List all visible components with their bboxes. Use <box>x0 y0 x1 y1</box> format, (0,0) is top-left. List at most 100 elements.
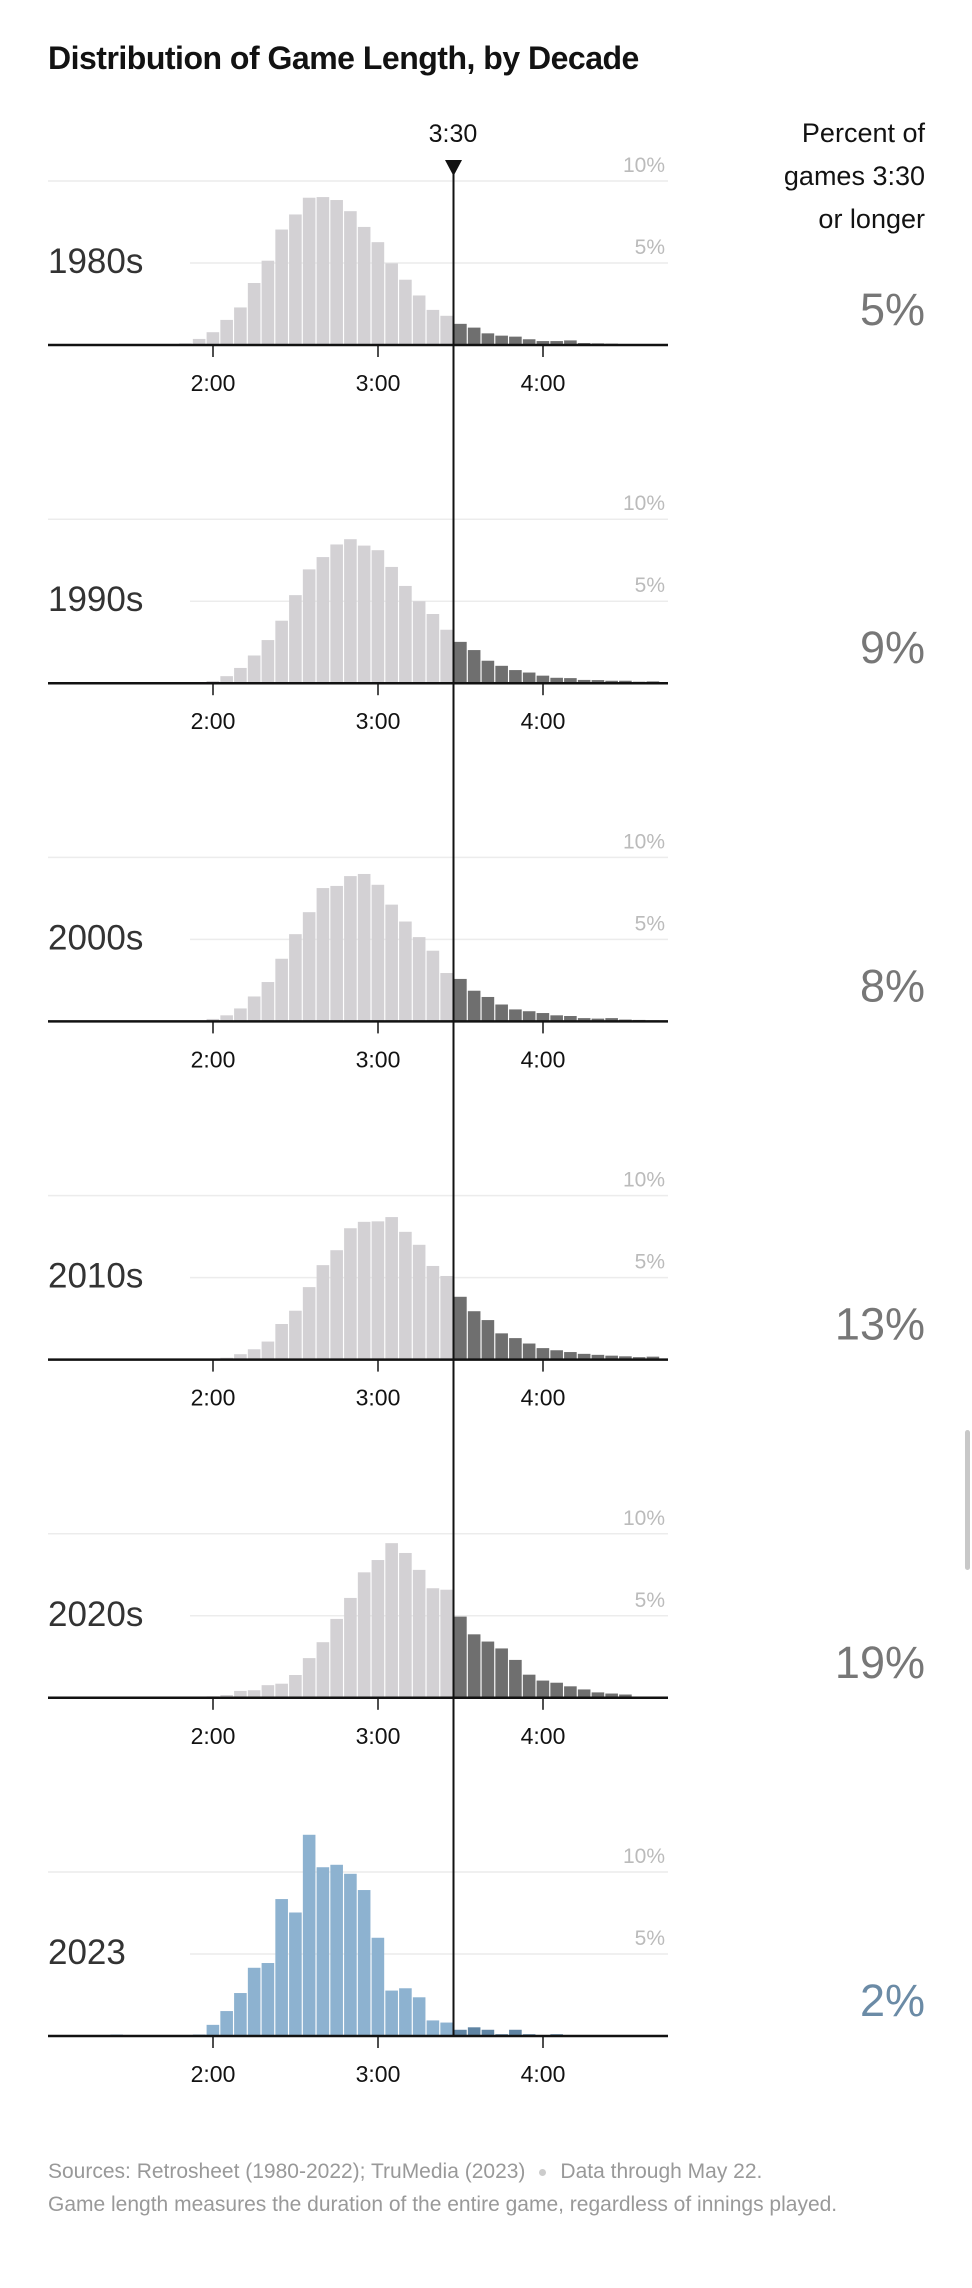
bar <box>454 323 467 345</box>
bar <box>206 2024 220 2036</box>
x-tick-label: 4:00 <box>521 2061 566 2087</box>
bar <box>522 672 536 684</box>
bar <box>481 333 495 345</box>
bar <box>316 1265 330 1360</box>
percent-over-threshold: 13% <box>835 1299 925 1350</box>
x-tick-label: 4:00 <box>521 1723 566 1749</box>
bar <box>247 996 261 1022</box>
bar <box>454 978 467 1022</box>
decade-label: 1980s <box>48 242 143 281</box>
bar <box>234 1008 247 1022</box>
bar <box>330 544 343 684</box>
bar <box>385 566 398 684</box>
bar <box>357 1221 371 1360</box>
bar <box>302 1834 316 2036</box>
bar <box>261 1341 275 1360</box>
bar <box>412 1569 426 1698</box>
bar <box>220 676 233 684</box>
bar <box>467 1311 481 1360</box>
bar <box>605 1018 618 1022</box>
threshold-marker-icon <box>445 160 462 176</box>
bar <box>564 678 577 684</box>
bar <box>467 650 481 684</box>
bar <box>509 2029 522 2036</box>
bar <box>371 884 385 1022</box>
decade-label: 2010s <box>48 1257 143 1296</box>
bar <box>412 937 426 1022</box>
bar <box>440 1275 453 1360</box>
bar <box>440 315 453 345</box>
bar <box>261 260 275 345</box>
bar <box>467 327 481 345</box>
bar <box>302 1287 316 1360</box>
bar <box>247 1690 261 1698</box>
y-tick-label: 10% <box>623 830 665 853</box>
bar <box>330 1864 343 2036</box>
bar <box>275 1683 288 1698</box>
bar <box>550 1350 563 1360</box>
bar <box>399 585 412 684</box>
right-header-line-1: Percent of <box>802 118 926 148</box>
bar <box>619 1356 632 1360</box>
x-tick-label: 4:00 <box>521 1385 566 1411</box>
footer-note: Game length measures the duration of the… <box>48 2193 838 2216</box>
bar <box>261 640 275 684</box>
bar <box>509 1659 522 1698</box>
bar <box>371 1937 385 2036</box>
bar <box>550 677 563 684</box>
bar <box>399 279 412 345</box>
bar <box>385 1990 398 2036</box>
bar <box>316 1867 330 2036</box>
bar <box>509 336 522 345</box>
bar <box>481 2029 495 2036</box>
bar <box>536 1013 550 1022</box>
x-tick-label: 4:00 <box>521 708 566 734</box>
bar <box>481 660 495 684</box>
bar <box>495 1333 508 1360</box>
percent-over-threshold: 8% <box>860 960 925 1011</box>
x-tick-label: 3:00 <box>356 2061 401 2087</box>
bar <box>275 229 288 345</box>
bar <box>234 667 247 684</box>
bar <box>316 197 330 345</box>
bar <box>412 1244 426 1360</box>
bar <box>564 1015 577 1022</box>
bar <box>344 1597 357 1698</box>
bar <box>522 1011 536 1022</box>
panel-2023: 10% 5% 2023 2:00 3:00 4:00 2% <box>48 1834 925 2087</box>
decade-label: 2023 <box>48 1933 126 1972</box>
bar <box>591 1354 605 1360</box>
x-tick-label: 2:00 <box>191 1046 236 1072</box>
bar <box>564 1352 577 1360</box>
bar <box>426 1588 440 1698</box>
percent-over-threshold: 19% <box>835 1637 925 1688</box>
bar <box>385 263 398 345</box>
bar <box>536 1348 550 1360</box>
scrollbar[interactable] <box>965 1430 970 1570</box>
bar <box>412 295 426 345</box>
panel-2000s: 10% 5% 2000s 2:00 3:00 4:00 8% <box>48 830 925 1072</box>
bar <box>550 1682 563 1698</box>
bar <box>316 557 330 684</box>
bar <box>302 1658 316 1698</box>
bar <box>440 629 453 684</box>
bar <box>357 226 371 345</box>
bar <box>220 1015 233 1022</box>
y-tick-label: 10% <box>623 492 665 515</box>
footer-sources: Sources: Retrosheet (1980-2022); TruMedi… <box>48 2160 526 2183</box>
bar <box>495 665 508 684</box>
bar <box>454 1616 467 1698</box>
bar <box>454 1296 467 1360</box>
bar <box>234 1993 247 2036</box>
bar <box>591 1692 605 1698</box>
y-tick-label: 5% <box>635 912 665 935</box>
footer-data-through: Data through May 22. <box>560 2160 763 2183</box>
bar <box>564 1686 577 1698</box>
bar <box>605 1693 618 1698</box>
bar <box>591 1018 605 1022</box>
x-tick-label: 4:00 <box>521 1046 566 1072</box>
y-tick-label: 5% <box>635 236 665 259</box>
bar <box>481 996 495 1022</box>
bar <box>275 620 288 684</box>
y-tick-label: 10% <box>623 1169 665 1192</box>
